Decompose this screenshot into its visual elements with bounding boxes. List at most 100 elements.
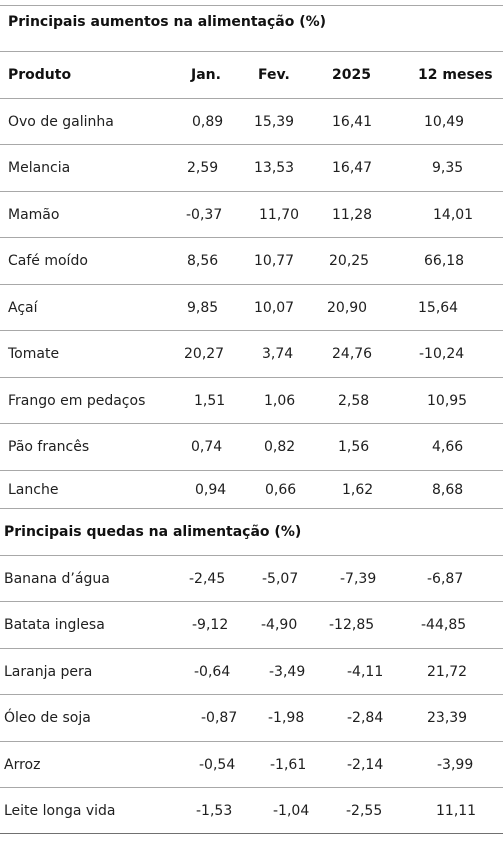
product-name: Arroz [4, 756, 41, 773]
value-cell: 66,18 [424, 253, 465, 269]
value-cell: 0,74 [191, 439, 223, 455]
value-cell: 2,59 [187, 160, 219, 176]
value-cell: 2,58 [338, 392, 370, 409]
product-name: Pão francês [8, 439, 90, 455]
value-cell: 8,68 [432, 481, 464, 498]
value-cell: -2,55 [346, 802, 383, 819]
value-cell: -10,24 [419, 346, 465, 362]
value-cell: 0,66 [265, 481, 297, 498]
value-cell: 15,64 [418, 299, 459, 316]
increases-title: Principais aumentos na alimentação (%) [8, 14, 327, 30]
value-cell: 16,41 [332, 113, 373, 130]
product-name: Frango em pedaços [8, 392, 146, 409]
value-cell: 10,07 [254, 299, 295, 316]
value-cell: 0,94 [195, 481, 227, 498]
value-cell: 0,89 [192, 113, 224, 130]
table-row: Melancia 2,59 13,53 16,47 9,35 [0, 144, 503, 191]
value-cell: -2,14 [347, 756, 384, 773]
value-cell: -0,37 [186, 206, 223, 223]
value-cell: 24,76 [332, 346, 373, 362]
table-row: Açaí 9,85 10,07 20,90 15,64 [0, 284, 503, 330]
value-cell: 1,06 [264, 392, 296, 409]
product-name: Lanche [8, 481, 59, 498]
value-cell: 15,39 [254, 113, 295, 130]
value-cell: -3,49 [269, 663, 306, 680]
value-cell: 11,11 [436, 802, 477, 819]
table-row: Frango em pedaços 1,51 1,06 2,58 10,95 [0, 377, 503, 423]
value-cell: -3,99 [437, 756, 474, 773]
table-row: Café moído 8,56 10,77 20,25 66,18 [0, 237, 503, 284]
value-cell: -12,85 [329, 617, 375, 633]
value-cell: 21,72 [427, 663, 468, 680]
value-cell: -0,64 [194, 663, 231, 680]
product-name: Leite longa vida [4, 802, 116, 819]
product-name: Óleo de soja [4, 710, 91, 726]
value-cell: 20,90 [327, 299, 368, 316]
table-row: Tomate 20,27 3,74 24,76 -10,24 [0, 330, 503, 377]
value-cell: 20,27 [184, 346, 225, 362]
value-cell: 1,56 [338, 439, 370, 455]
value-cell: -0,87 [201, 710, 238, 726]
header-12-meses: 12 meses [418, 67, 493, 83]
product-name: Laranja pera [4, 663, 93, 680]
value-cell: 0,82 [264, 439, 296, 455]
header-produto: Produto [8, 67, 72, 83]
value-cell: -2,45 [189, 570, 226, 587]
product-name: Batata inglesa [4, 617, 105, 633]
header-2025: 2025 [332, 67, 371, 83]
value-cell: 16,47 [332, 160, 373, 176]
value-cell: 10,95 [427, 392, 468, 409]
value-cell: -1,53 [196, 802, 233, 819]
value-cell: -4,11 [347, 663, 384, 680]
product-name: Banana d’água [4, 570, 110, 587]
header-jan: Jan. [191, 67, 221, 83]
value-cell: -9,12 [192, 617, 229, 633]
product-name: Tomate [8, 346, 60, 362]
table-row: Laranja pera -0,64 -3,49 -4,11 21,72 [0, 648, 503, 694]
value-cell: -1,04 [273, 802, 310, 819]
value-cell: 10,49 [424, 113, 465, 130]
value-cell: -1,61 [270, 756, 307, 773]
value-cell: -4,90 [261, 617, 298, 633]
value-cell: 1,62 [342, 481, 374, 498]
table-row: Ovo de galinha 0,89 15,39 16,41 10,49 [0, 98, 503, 144]
value-cell: 8,56 [187, 253, 219, 269]
table-row: Mamão -0,37 11,70 11,28 14,01 [0, 191, 503, 237]
product-name: Melancia [8, 160, 71, 176]
table-row: Óleo de soja -0,87 -1,98 -2,84 23,39 [0, 694, 503, 741]
product-name: Açaí [8, 299, 38, 316]
value-cell: 4,66 [432, 439, 464, 455]
product-name: Mamão [8, 206, 60, 223]
increases-title-row: Principais aumentos na alimentação (%) [0, 5, 503, 51]
table-row: Batata inglesa -9,12 -4,90 -12,85 -44,85 [0, 601, 503, 648]
value-cell: -0,54 [199, 756, 236, 773]
value-cell: -1,98 [268, 710, 305, 726]
table-row: Banana d’água -2,45 -5,07 -7,39 -6,87 [0, 555, 503, 601]
decreases-title-row: Principais quedas na alimentação (%) [0, 508, 503, 555]
value-cell: -7,39 [340, 570, 377, 587]
table-row: Lanche 0,94 0,66 1,62 8,68 [0, 470, 503, 508]
table-row: Arroz -0,54 -1,61 -2,14 -3,99 [0, 741, 503, 787]
value-cell: -44,85 [421, 617, 467, 633]
product-name: Ovo de galinha [8, 113, 114, 130]
value-cell: 11,28 [332, 206, 373, 223]
table-row: Leite longa vida -1,53 -1,04 -2,55 11,11 [0, 787, 503, 834]
value-cell: -5,07 [262, 570, 299, 587]
value-cell: 14,01 [433, 206, 474, 223]
value-cell: 9,35 [432, 160, 464, 176]
value-cell: -2,84 [347, 710, 384, 726]
value-cell: 11,70 [259, 206, 300, 223]
value-cell: 13,53 [254, 160, 295, 176]
value-cell: 23,39 [427, 710, 468, 726]
value-cell: 3,74 [262, 346, 294, 362]
value-cell: 10,77 [254, 253, 295, 269]
header-row: Produto Jan. Fev. 2025 12 meses [0, 51, 503, 98]
header-fev: Fev. [258, 67, 290, 83]
decreases-title: Principais quedas na alimentação (%) [4, 524, 302, 540]
value-cell: 1,51 [194, 392, 226, 409]
value-cell: -6,87 [427, 570, 464, 587]
food-price-table: Principais aumentos na alimentação (%) P… [0, 5, 503, 834]
product-name: Café moído [8, 253, 88, 269]
value-cell: 9,85 [187, 299, 219, 316]
value-cell: 20,25 [329, 253, 370, 269]
